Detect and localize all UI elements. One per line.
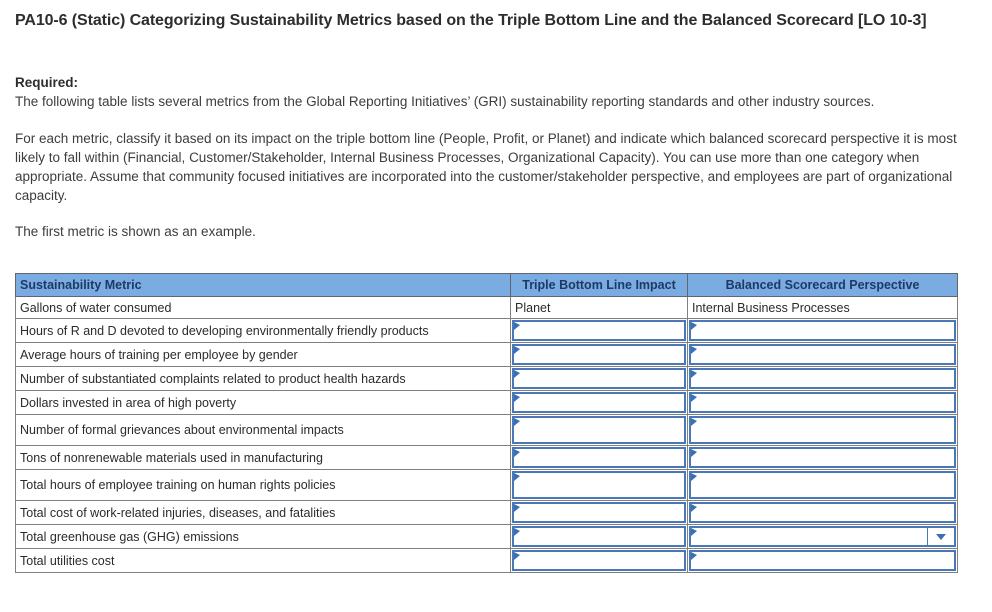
answer-marker-icon: [514, 552, 520, 560]
instruction-paragraph-2: For each metric, classify it based on it…: [15, 131, 957, 203]
impact-answer-input[interactable]: [512, 550, 686, 571]
table-row: Total hours of employee training on huma…: [15, 469, 958, 501]
perspective-answer-input[interactable]: [689, 320, 956, 341]
answer-marker-icon: [514, 346, 520, 354]
metric-cell: Total utilities cost: [15, 548, 511, 573]
impact-answer-input[interactable]: [512, 471, 686, 499]
instruction-paragraph-1: The following table lists several metric…: [15, 94, 875, 109]
table-row: Number of formal grievances about enviro…: [15, 414, 958, 446]
problem-page: PA10-6 (Static) Categorizing Sustainabil…: [15, 12, 960, 573]
metric-cell: Number of substantiated complaints relat…: [15, 366, 511, 391]
metric-cell: Dollars invested in area of high poverty: [15, 390, 511, 415]
answer-marker-icon: [691, 418, 697, 426]
perspective-answer-input[interactable]: [689, 344, 956, 365]
answer-marker-icon: [691, 473, 697, 481]
table-row: Average hours of training per employee b…: [15, 342, 958, 367]
metric-cell: Total greenhouse gas (GHG) emissions: [15, 524, 511, 549]
instructions-block: Required: The following table lists seve…: [15, 73, 960, 241]
answer-marker-icon: [691, 528, 697, 536]
dropdown-arrow-button[interactable]: [927, 528, 954, 545]
col-header-impact: Triple Bottom Line Impact: [510, 273, 688, 297]
table-row: Number of substantiated complaints relat…: [15, 366, 958, 391]
example-note: The first metric is shown as an example.: [15, 224, 256, 239]
impact-answer-input[interactable]: [512, 368, 686, 389]
impact-answer-input[interactable]: [512, 416, 686, 444]
answer-marker-icon: [514, 449, 520, 457]
answer-marker-icon: [514, 473, 520, 481]
perspective-answer-input[interactable]: [689, 502, 956, 523]
table-row: Tons of nonrenewable materials used in m…: [15, 445, 958, 470]
table-row: Hours of R and D devoted to developing e…: [15, 318, 958, 343]
metric-cell: Hours of R and D devoted to developing e…: [15, 318, 511, 343]
metric-cell: Average hours of training per employee b…: [15, 342, 511, 367]
table-row: Total cost of work-related injuries, dis…: [15, 500, 958, 525]
answer-marker-icon: [514, 394, 520, 402]
perspective-answer-input[interactable]: [689, 447, 956, 468]
metric-cell: Number of formal grievances about enviro…: [15, 414, 511, 446]
perspective-answer-input[interactable]: [689, 471, 956, 499]
perspective-answer-input[interactable]: [689, 392, 956, 413]
table-row-example: Gallons of water consumed Planet Interna…: [15, 296, 958, 319]
example-impact-cell: Planet: [510, 296, 688, 319]
col-header-metric: Sustainability Metric: [15, 273, 511, 297]
impact-answer-input[interactable]: [512, 526, 686, 547]
chevron-down-icon: [936, 533, 946, 540]
answer-marker-icon: [691, 370, 697, 378]
answer-marker-icon: [691, 449, 697, 457]
example-metric-cell: Gallons of water consumed: [15, 296, 511, 319]
required-label: Required:: [15, 75, 79, 90]
answer-marker-icon: [691, 346, 697, 354]
perspective-answer-input[interactable]: [689, 550, 956, 571]
answer-marker-icon: [514, 370, 520, 378]
answer-marker-icon: [514, 322, 520, 330]
answer-marker-icon: [514, 504, 520, 512]
answer-marker-icon: [514, 528, 520, 536]
example-perspective-cell: Internal Business Processes: [687, 296, 958, 319]
page-title: PA10-6 (Static) Categorizing Sustainabil…: [15, 12, 927, 29]
answer-marker-icon: [691, 322, 697, 330]
perspective-answer-input[interactable]: [689, 416, 956, 444]
table-header-row: Sustainability Metric Triple Bottom Line…: [15, 273, 958, 297]
impact-answer-input[interactable]: [512, 392, 686, 413]
metric-cell: Tons of nonrenewable materials used in m…: [15, 445, 511, 470]
metric-cell: Total cost of work-related injuries, dis…: [15, 500, 511, 525]
answer-marker-icon: [691, 552, 697, 560]
perspective-answer-input[interactable]: [689, 368, 956, 389]
impact-answer-input[interactable]: [512, 447, 686, 468]
answer-marker-icon: [691, 504, 697, 512]
table-row-ghg: Total greenhouse gas (GHG) emissions: [15, 524, 958, 549]
table-row: Dollars invested in area of high poverty: [15, 390, 958, 415]
answer-marker-icon: [691, 394, 697, 402]
perspective-answer-dropdown[interactable]: [689, 526, 956, 547]
sustainability-metrics-table: Sustainability Metric Triple Bottom Line…: [15, 273, 958, 573]
impact-answer-input[interactable]: [512, 502, 686, 523]
table-row: Total utilities cost: [15, 548, 958, 573]
impact-answer-input[interactable]: [512, 320, 686, 341]
metric-cell: Total hours of employee training on huma…: [15, 469, 511, 501]
col-header-perspective: Balanced Scorecard Perspective: [687, 273, 958, 297]
impact-answer-input[interactable]: [512, 344, 686, 365]
answer-marker-icon: [514, 418, 520, 426]
